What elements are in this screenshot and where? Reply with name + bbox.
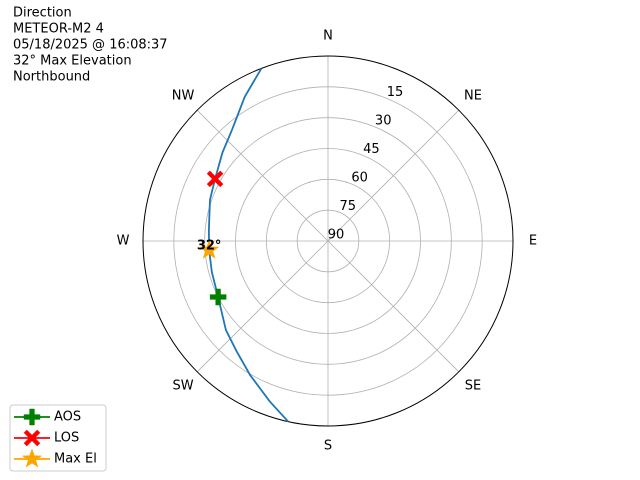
y-tick-label: 30 — [375, 114, 392, 129]
title-line: Direction — [13, 6, 72, 21]
grid-spoke — [327, 240, 460, 373]
y-tick-label: 90 — [328, 228, 345, 243]
x-tick-label: NE — [464, 89, 482, 104]
marker — [206, 170, 224, 188]
marker — [209, 288, 227, 306]
marker — [198, 239, 220, 259]
grid-spoke — [196, 109, 329, 242]
legend-marker — [23, 429, 41, 447]
y-tick-label: 15 — [387, 85, 404, 100]
x-tick-label: S — [324, 439, 332, 454]
legend-label: AOS — [54, 410, 81, 425]
x-tick-label: W — [117, 234, 130, 249]
grid-spoke — [196, 240, 329, 373]
title-line: 32° Max Elevation — [13, 54, 132, 69]
x-tick-label: E — [529, 234, 537, 249]
legend-label: Max El — [54, 452, 97, 467]
x-tick-label: NW — [172, 89, 195, 104]
title-line: METEOR-M2 4 — [13, 22, 104, 37]
annotation: 32° — [197, 239, 222, 254]
outer-spine — [142, 55, 514, 427]
title-line: 05/18/2025 @ 16:08:37 — [13, 38, 168, 53]
grid-spoke — [327, 109, 460, 242]
x-tick-label: SW — [172, 378, 193, 393]
y-tick-label: 75 — [340, 199, 357, 214]
title-line: Northbound — [13, 70, 90, 85]
y-tick-label: 45 — [363, 142, 380, 157]
legend-marker — [21, 448, 43, 468]
x-tick-label: SE — [465, 378, 481, 393]
legend-label: LOS — [54, 431, 79, 446]
y-tick-label: 60 — [351, 171, 368, 186]
x-tick-label: N — [323, 29, 333, 44]
legend-marker — [23, 408, 41, 426]
